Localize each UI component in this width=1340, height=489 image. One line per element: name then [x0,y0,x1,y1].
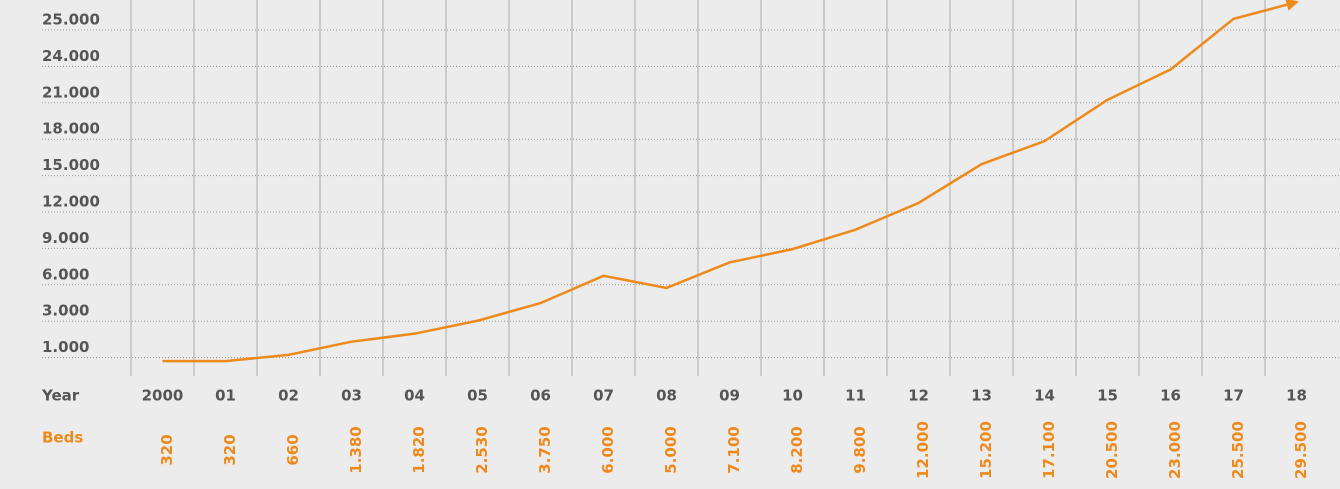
x-tick-label: 18 [1286,387,1307,405]
y-tick-label: 21.000 [42,83,100,101]
value-label: 7.100 [725,426,743,473]
y-tick-label: 12.000 [42,193,100,211]
x-tick-label: 10 [782,387,803,405]
value-label: 15.200 [977,421,995,479]
value-label: 25.500 [1229,421,1247,479]
value-label: 17.100 [1040,421,1058,479]
x-tick-label: 13 [971,387,992,405]
value-label: 8.200 [788,426,806,473]
x-tick-label: 07 [593,387,614,405]
y-tick-label: 18.000 [42,120,100,138]
x-tick-label: 14 [1034,387,1055,405]
value-label: 29.500 [1292,421,1310,479]
line [162,0,1299,363]
y-tick-label: 3.000 [42,302,89,320]
value-label: 2.530 [473,426,491,473]
x-tick-label: 05 [467,387,488,405]
x-tick-label: 17 [1223,387,1244,405]
x-tick-label: 06 [530,387,551,405]
x-tick-label: 09 [719,387,740,405]
x-tick-label: 12 [908,387,929,405]
y-tick-label: 9.000 [42,229,89,247]
value-label: 320 [158,434,176,465]
x-tick-label: 03 [341,387,362,405]
value-label: 23.000 [1166,421,1184,479]
y-tick-label: 15.000 [42,156,100,174]
value-label: 12.000 [914,421,932,479]
x-tick-label: 11 [845,387,866,405]
y-tick-label: 1.000 [42,338,89,356]
value-label: 6.000 [599,426,617,473]
x-tick-label: 01 [215,387,236,405]
y-tick-label: 6.000 [42,265,89,283]
x-tick-label: 2000 [142,387,184,405]
value-label: 5.000 [662,426,680,473]
x-tick-label: 15 [1097,387,1118,405]
value-label: 320 [221,434,239,465]
value-label: 1.380 [347,426,365,473]
value-label: 660 [284,434,302,465]
value-label: 9.800 [851,426,869,473]
x-axis-label: Year [41,387,80,405]
value-label: 20.500 [1103,421,1121,479]
series-label: Beds [42,429,83,447]
value-label: 1.820 [410,426,428,473]
x-tick-label: 02 [278,387,299,405]
value-label: 3.750 [536,426,554,473]
x-tick-label: 16 [1160,387,1181,405]
y-tick-label: 25.000 [42,11,100,29]
x-tick-label: 04 [404,387,425,405]
x-tick-label: 08 [656,387,677,405]
y-tick-label: 24.000 [42,47,100,65]
